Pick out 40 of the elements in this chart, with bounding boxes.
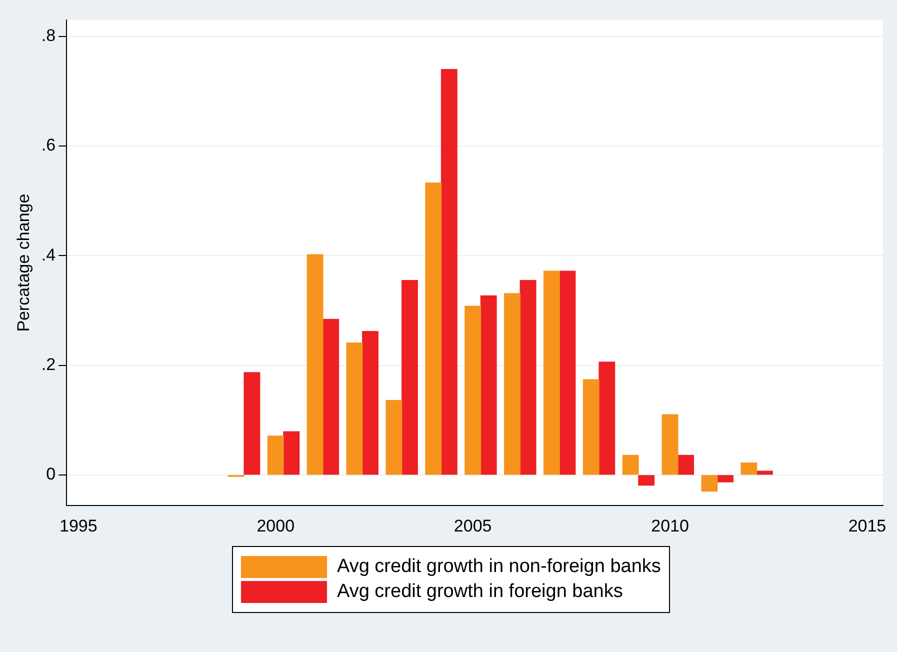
bar [543, 270, 560, 475]
bar [504, 293, 520, 475]
bar [756, 470, 773, 475]
bar [440, 69, 458, 475]
y-tick-label: .2 [41, 354, 56, 374]
bar [622, 454, 639, 475]
bar [401, 280, 418, 475]
bar [346, 342, 363, 475]
y-tick-label: .4 [41, 245, 56, 264]
bar [480, 295, 497, 475]
x-tick-label: 2010 [651, 516, 689, 536]
bar [283, 431, 300, 475]
x-tick-label: 1995 [59, 516, 98, 536]
y-tick-label: .6 [41, 136, 56, 155]
bar [322, 318, 340, 475]
bar [425, 182, 442, 475]
bar [701, 475, 718, 492]
bar [464, 306, 482, 475]
bar [717, 475, 734, 482]
bar [638, 475, 655, 486]
x-tick-label: 2015 [848, 516, 886, 536]
y-tick-label: .8 [41, 26, 56, 46]
bar [598, 362, 616, 475]
bar [386, 400, 402, 475]
bar [662, 414, 678, 475]
y-tick-label: 0 [46, 464, 56, 484]
bar [520, 280, 536, 475]
bar [582, 379, 600, 475]
bar [559, 270, 576, 475]
legend-label: Avg credit growth in foreign banks [337, 581, 623, 603]
bar [362, 330, 378, 475]
y-axis-title: Percatage change [14, 194, 33, 332]
bar [678, 454, 694, 475]
x-tick-label: 2005 [454, 516, 492, 536]
bar [740, 462, 758, 475]
x-tick-label: 2000 [256, 516, 295, 536]
bar [244, 372, 260, 475]
bar [306, 254, 324, 475]
bar [267, 436, 284, 475]
legend-label: Avg credit growth in non-foreign banks [337, 556, 661, 578]
